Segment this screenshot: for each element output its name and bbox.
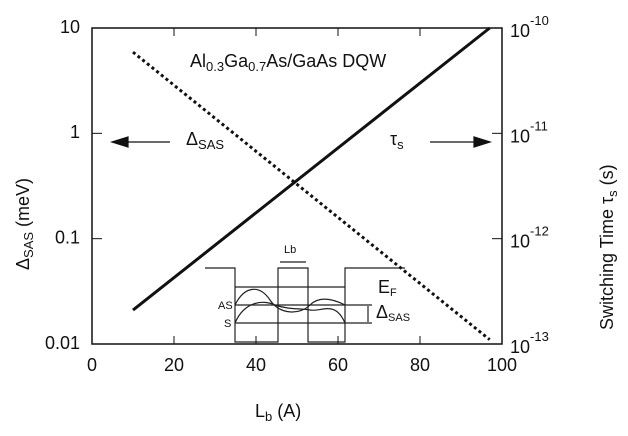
x-tick-label: 0 bbox=[87, 355, 97, 375]
title-part: Al bbox=[190, 51, 206, 71]
y-tick-label: 10 bbox=[60, 17, 80, 37]
label-part: (A) bbox=[272, 401, 301, 421]
label-part: (meV) bbox=[13, 178, 33, 232]
arrowhead bbox=[474, 137, 490, 147]
x-axis-label: Lb (A) bbox=[255, 401, 301, 425]
tau-annotation: τs bbox=[390, 129, 404, 153]
y-tick-label: 1 bbox=[70, 122, 80, 142]
y-tick-label: 0.01 bbox=[45, 333, 80, 353]
y-axis-label: ΔSAS (meV) bbox=[13, 178, 37, 270]
inset-s: S bbox=[224, 318, 231, 330]
y2-tick-base: 10 bbox=[510, 126, 530, 146]
x-tick-label: 60 bbox=[328, 355, 348, 375]
label-part: Switching Time bbox=[597, 204, 617, 330]
annotation-sub: SAS bbox=[198, 137, 224, 152]
y2-tick-exponent: -13 bbox=[530, 329, 549, 344]
title-sub: 0.3 bbox=[206, 59, 224, 74]
inset-part: E bbox=[378, 277, 390, 297]
y2-tick-label: 10-13 bbox=[510, 329, 549, 356]
y-tick-label: 0.1 bbox=[55, 227, 80, 247]
delta-annotation: ΔSAS bbox=[186, 129, 224, 153]
x-tick-label: 20 bbox=[164, 355, 184, 375]
label-part: L bbox=[255, 401, 265, 421]
inset-lb: Lb bbox=[284, 244, 296, 256]
annotation-part: τ bbox=[390, 129, 397, 149]
y2-tick-base: 10 bbox=[510, 231, 530, 251]
y2-tick-exponent: -10 bbox=[530, 13, 549, 28]
inset-sub: SAS bbox=[388, 312, 410, 324]
y2-tick-base: 10 bbox=[510, 337, 530, 357]
y2-tick-base: 10 bbox=[510, 21, 530, 41]
y2-tick-exponent: -12 bbox=[530, 224, 549, 239]
y2-tick-exponent: -11 bbox=[530, 119, 548, 134]
inset-ef: EF bbox=[378, 277, 397, 299]
label-sub: b bbox=[265, 409, 272, 424]
label-part: τ bbox=[597, 197, 617, 204]
inset-as: AS bbox=[218, 300, 233, 312]
dotted-line bbox=[133, 52, 490, 340]
inset-part: Δ bbox=[376, 302, 388, 322]
label-sub: SAS bbox=[21, 232, 36, 258]
title-sub: 0.7 bbox=[248, 59, 266, 74]
y2-tick-label: 10-12 bbox=[510, 224, 549, 251]
y2-axis-label: Switching Time τs (s) bbox=[597, 164, 621, 330]
annotation-arrows bbox=[112, 137, 490, 147]
y2-tick-label: 10-10 bbox=[510, 13, 549, 40]
annotation-sub: s bbox=[397, 137, 404, 152]
inset-diagram bbox=[205, 262, 405, 342]
title-part: As/GaAs DQW bbox=[266, 51, 386, 71]
chart: Al0.3Ga0.7As/GaAs DQW Lb (A) ΔSAS (meV) … bbox=[0, 0, 628, 436]
x-tick-label: 40 bbox=[246, 355, 266, 375]
inset-delta: ΔSAS bbox=[376, 302, 410, 324]
y2-tick-label: 10-11 bbox=[510, 119, 548, 146]
label-part: Δ bbox=[13, 258, 33, 270]
chart-title: Al0.3Ga0.7As/GaAs DQW bbox=[190, 51, 386, 75]
inset-sub: F bbox=[390, 287, 397, 299]
label-part: (s) bbox=[597, 164, 617, 190]
arrowhead bbox=[112, 137, 128, 147]
x-tick-label: 100 bbox=[487, 355, 517, 375]
annotation-part: Δ bbox=[186, 129, 198, 149]
title-part: Ga bbox=[224, 51, 249, 71]
x-tick-label: 80 bbox=[410, 355, 430, 375]
